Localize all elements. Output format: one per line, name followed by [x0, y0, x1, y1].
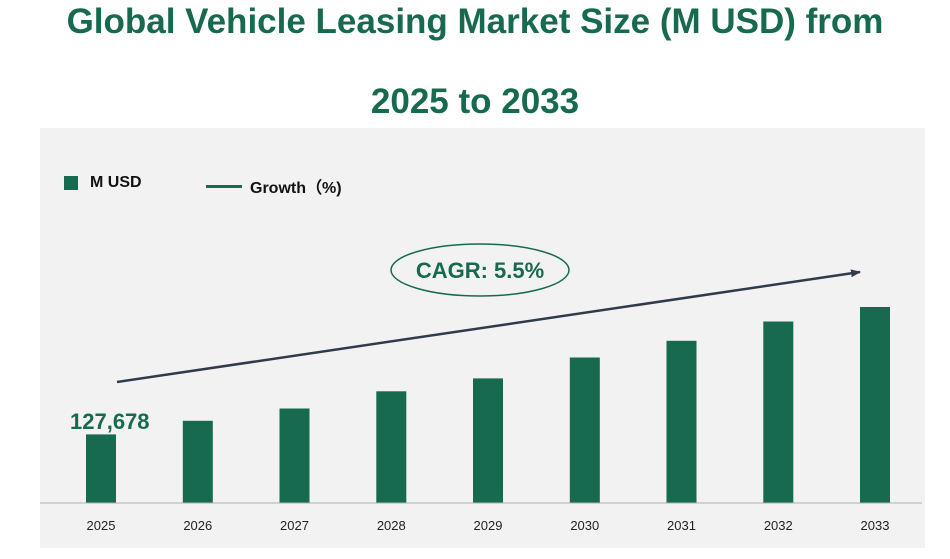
x-tick-label-2031: 2031	[667, 518, 696, 533]
bar-2030	[569, 357, 600, 503]
x-tick-label-2025: 2025	[87, 518, 116, 533]
bar-2028	[376, 391, 407, 503]
x-tick-label-2026: 2026	[183, 518, 212, 533]
x-tick-label-2033: 2033	[861, 518, 890, 533]
chart-title-line1: Global Vehicle Leasing Market Size (M US…	[66, 2, 884, 41]
legend-swatch-musd	[64, 176, 78, 190]
legend-line-growth	[206, 184, 242, 188]
bar-2025	[86, 434, 116, 503]
legend-item-musd: M USD	[64, 174, 142, 192]
first-bar-value-label: 127,678	[70, 409, 150, 434]
x-tick-label-2030: 2030	[570, 518, 599, 533]
bar-2033	[860, 307, 890, 503]
legend-item-growth: Growth（%)	[206, 174, 342, 198]
cagr-ellipse	[390, 243, 570, 297]
legend-label-growth: Growth（%)	[250, 180, 342, 197]
x-tick-label-2032: 2032	[764, 518, 793, 533]
bar-2026	[182, 420, 213, 503]
bar-2031	[666, 340, 697, 503]
x-tick-label-2027: 2027	[280, 518, 309, 533]
cagr-label: CAGR: 5.5%	[416, 258, 544, 283]
legend-label-musd: M USD	[90, 174, 142, 191]
chart-title-line2: 2025 to 2033	[370, 82, 580, 121]
cagr-trend-arrow	[116, 269, 861, 384]
x-tick-label-2029: 2029	[474, 518, 503, 533]
bar-2029	[473, 378, 503, 503]
bar-2032	[763, 321, 794, 503]
x-tick-label-2028: 2028	[377, 518, 406, 533]
bar-2027	[279, 408, 310, 503]
